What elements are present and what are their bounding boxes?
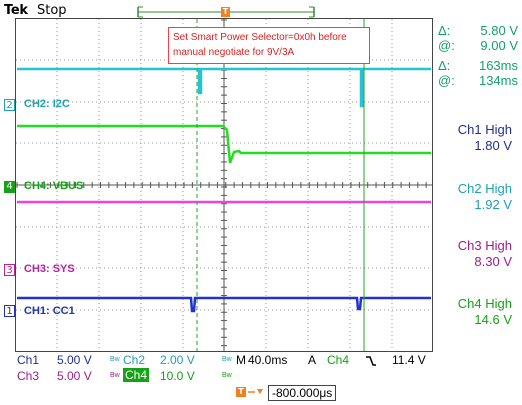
trigger-source[interactable]: Ch4	[327, 353, 350, 367]
ch1-ground-marker[interactable]: 1	[4, 305, 15, 317]
ch2-high-label: Ch2 High	[457, 181, 512, 196]
delta-t-value: 163ms	[478, 58, 518, 73]
annotation-box: Set Smart Power Selector=0x0h before man…	[168, 27, 370, 64]
ch1-high-value: 1.80 V	[474, 138, 512, 153]
annotation-line-1: Set Smart Power Selector=0x0h before	[173, 32, 347, 43]
ch2-waveform	[17, 67, 431, 108]
timebase-prefix: M	[236, 353, 246, 367]
ch4-high-label: Ch4 High	[457, 296, 512, 311]
at-v-label: @:	[438, 38, 455, 53]
ch1-waveform	[17, 296, 431, 313]
ch1-high-label: Ch1 High	[457, 122, 512, 137]
bw-limit-icon: Bw	[110, 356, 120, 363]
ch4-high-value: 14.6 V	[474, 312, 512, 327]
ch4-label: CH4: VBUS	[24, 180, 84, 192]
ch4-waveform	[17, 124, 431, 164]
status-bar: Tek Stop T	[0, 0, 522, 20]
ch4-high-measurement: Ch4 High 14.6 V	[458, 296, 512, 328]
at-t-label: @:	[438, 73, 455, 88]
ch4-name[interactable]: Ch4	[123, 368, 150, 382]
graticule-frame	[15, 18, 433, 352]
brand-label: Tek	[4, 3, 28, 18]
ch1-high-measurement: Ch1 High 1.80 V	[458, 122, 512, 154]
ch3-high-measurement: Ch3 High 8.30 V	[458, 238, 512, 270]
ch2-name[interactable]: Ch2	[123, 353, 146, 367]
falling-edge-icon	[366, 356, 376, 366]
ch3-high-label: Ch3 High	[457, 238, 512, 253]
arrow-right-icon	[248, 389, 263, 394]
settings-row-1: Ch1 5.00 V Bw Ch2 2.00 V Bw M 40.0ms A C…	[17, 353, 517, 369]
acquisition-state: Stop	[37, 3, 67, 18]
trigger-position-marker[interactable]: T	[221, 7, 230, 17]
ch4-ground-marker[interactable]: 4	[4, 181, 15, 193]
ch2-high-value: 1.92 V	[474, 197, 512, 212]
trigger-position-value[interactable]: -800.000μs	[268, 385, 337, 401]
ch1-name[interactable]: Ch1	[17, 353, 40, 367]
delta-v-label: Δ:	[438, 23, 451, 38]
ch2-ground-marker[interactable]: 2	[4, 99, 15, 111]
ch4-scale[interactable]: 10.0 V	[160, 369, 195, 383]
graticule-ticks	[16, 19, 427, 347]
ch3-label: CH3: SYS	[24, 263, 75, 275]
trigger-level[interactable]: 11.4 V	[392, 353, 426, 367]
ch2-label: CH2: I2C	[24, 98, 70, 110]
trigger-position-icon: T	[236, 387, 246, 397]
ch3-scale[interactable]: 5.00 V	[57, 369, 92, 383]
annotation-line-2: manual negotiate for 9V/3A	[173, 47, 295, 58]
settings-row-2: Ch3 5.00 V Bw Ch4 10.0 V Bw	[17, 368, 317, 385]
bw-limit-icon: Bw	[222, 356, 232, 363]
at-v-value: 9.00 V	[480, 38, 518, 53]
at-t-value: 134ms	[478, 73, 518, 88]
ch1-scale[interactable]: 5.00 V	[57, 353, 92, 367]
delta-t-label: Δ:	[438, 58, 451, 73]
trigger-mode[interactable]: A	[308, 353, 317, 367]
ch2-high-measurement: Ch2 High 1.92 V	[458, 181, 512, 213]
bw-limit-icon: Bw	[110, 372, 120, 379]
ch3-ground-marker[interactable]: 3	[4, 264, 15, 276]
delta-v-value: 5.80 V	[480, 23, 518, 38]
ch3-name[interactable]: Ch3	[17, 369, 40, 383]
ch2-scale[interactable]: 2.00 V	[160, 353, 195, 367]
cursor-readout: Δ: 5.80 V @: 9.00 V Δ: 163ms @: 134ms	[438, 23, 518, 88]
ch1-label: CH1: CC1	[24, 305, 75, 317]
timebase-value[interactable]: 40.0ms	[248, 353, 288, 367]
ch3-high-value: 8.30 V	[474, 254, 512, 269]
bw-limit-icon: Bw	[222, 372, 232, 379]
